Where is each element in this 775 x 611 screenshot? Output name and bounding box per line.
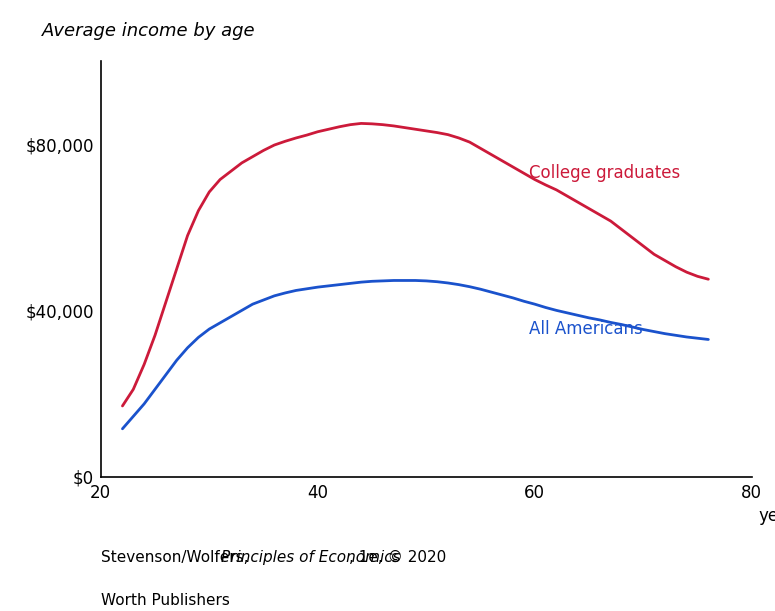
Text: years: years — [759, 507, 775, 525]
Text: College graduates: College graduates — [529, 164, 680, 182]
Text: Average income by age: Average income by age — [42, 23, 256, 40]
Text: , 1e, © 2020: , 1e, © 2020 — [349, 550, 446, 565]
Text: Principles of Economics: Principles of Economics — [221, 550, 401, 565]
Text: All Americans: All Americans — [529, 320, 643, 338]
Text: Worth Publishers: Worth Publishers — [101, 593, 229, 608]
Text: Stevenson/Wolfers,: Stevenson/Wolfers, — [101, 550, 253, 565]
